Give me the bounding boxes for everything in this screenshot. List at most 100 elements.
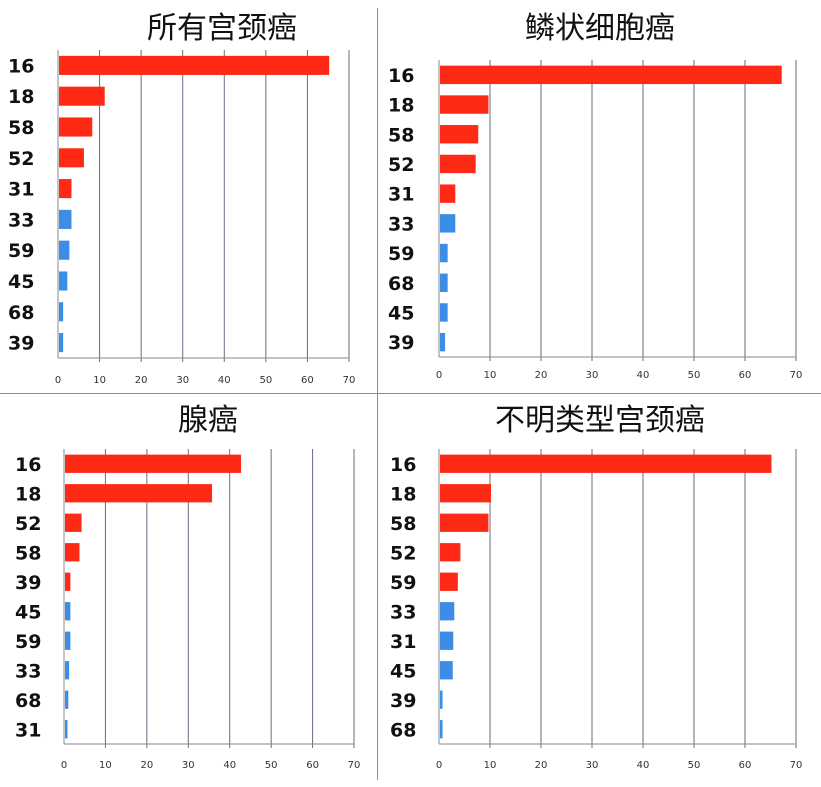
bar: [440, 631, 454, 650]
bar: [65, 454, 242, 473]
bar: [440, 572, 458, 591]
chart-title: 不明类型宫颈癌: [495, 403, 705, 438]
x-tick-label: 60: [739, 760, 752, 771]
x-tick-label: 0: [55, 375, 61, 386]
category-label: 58: [15, 542, 41, 564]
x-tick-label: 50: [688, 370, 701, 381]
bar: [440, 65, 782, 85]
bar: [440, 513, 489, 532]
x-tick-label: 10: [484, 370, 497, 381]
x-tick-label: 40: [218, 375, 231, 386]
category-label: 31: [388, 184, 414, 206]
bar: [65, 602, 71, 621]
category-label: 33: [390, 601, 416, 623]
bar: [65, 661, 70, 680]
x-tick-label: 10: [99, 760, 112, 771]
x-tick-label: 30: [182, 760, 195, 771]
bar: [65, 484, 213, 503]
chart-title: 鳞状细胞癌: [525, 11, 675, 46]
category-label: 59: [388, 243, 414, 265]
bar: [65, 572, 71, 591]
chart-title: 所有宫颈癌: [147, 11, 297, 46]
x-tick-label: 40: [223, 760, 236, 771]
x-tick-label: 30: [176, 375, 189, 386]
category-label: 58: [388, 124, 414, 146]
bar: [65, 543, 80, 562]
x-tick-label: 60: [301, 375, 314, 386]
category-label: 16: [8, 55, 34, 77]
bar: [440, 602, 455, 621]
bar: [440, 303, 448, 322]
chart-panel-all: 所有宫颈癌 0 10 20 30 40 50 60 70 16 18 58 52 31 33 59 45 68 39: [0, 0, 377, 393]
x-tick-label: 50: [688, 760, 701, 771]
bar: [440, 543, 461, 562]
bar: [440, 154, 476, 174]
category-label: 31: [15, 719, 41, 741]
bar: [59, 86, 105, 106]
category-label: 16: [388, 65, 414, 87]
bar: [65, 513, 82, 532]
category-label: 33: [388, 213, 414, 235]
x-tick-label: 20: [135, 375, 148, 386]
x-tick-label: 10: [93, 375, 106, 386]
x-tick-label: 70: [790, 370, 803, 381]
category-label: 18: [8, 86, 34, 108]
chart-squamous: 鳞状细胞癌 0 10 20 30 40 50 60 70 16 18 58 52 31 33 59 68 45 39: [388, 11, 803, 381]
bar: [59, 209, 72, 229]
category-label: 59: [15, 631, 41, 653]
x-tick-label: 0: [61, 760, 67, 771]
category-label: 52: [15, 513, 41, 535]
category-label: 39: [388, 332, 414, 354]
category-label: 68: [8, 302, 34, 324]
chart-unknown-type: 不明类型宫颈癌 0 10 20 30 40 50 60 70 16 18 58 52 59 33 31 45 39…: [390, 403, 803, 771]
category-label: 33: [8, 209, 34, 231]
category-label: 45: [388, 302, 414, 324]
x-tick-label: 0: [436, 370, 442, 381]
category-label: 16: [390, 454, 416, 476]
category-label: 39: [15, 572, 41, 594]
bar: [440, 125, 479, 144]
bar: [440, 243, 448, 263]
category-label: 16: [15, 454, 41, 476]
category-label: 31: [390, 631, 416, 653]
category-label: 58: [8, 117, 34, 139]
category-label: 68: [388, 273, 414, 295]
category-label: 52: [390, 542, 416, 564]
x-tick-label: 40: [637, 760, 650, 771]
category-label: 33: [15, 660, 41, 682]
bar: [440, 484, 491, 503]
category-label: 52: [388, 154, 414, 176]
x-tick-label: 50: [265, 760, 278, 771]
bar: [65, 720, 68, 739]
bar: [440, 273, 448, 292]
horizontal-divider: [0, 393, 821, 394]
bar: [440, 332, 446, 352]
category-label: 45: [8, 271, 34, 293]
x-tick-label: 50: [259, 375, 272, 386]
chart-panel-unknown: 不明类型宫颈癌 0 10 20 30 40 50 60 70 16 18 58 52 59 33 31 45 39…: [378, 394, 821, 787]
x-tick-label: 70: [790, 760, 803, 771]
chart-adenocarcinoma: 腺癌 0 10 20 30 40 50 60 70 16 18 52 58 39 45 59 33 68 31: [15, 403, 361, 771]
x-tick-label: 30: [586, 370, 599, 381]
chart-all-cervical: 所有宫颈癌 0 10 20 30 40 50 60 70 16 18 58 52 31 33 59 45 68 39: [8, 11, 355, 386]
bar: [59, 240, 70, 260]
category-label: 18: [390, 483, 416, 505]
category-label: 52: [8, 148, 34, 170]
category-label: 45: [15, 601, 41, 623]
category-label: 39: [390, 690, 416, 712]
bar: [59, 333, 64, 353]
chart-title: 腺癌: [178, 403, 238, 438]
category-label: 58: [390, 513, 416, 535]
x-tick-label: 20: [535, 370, 548, 381]
x-tick-label: 0: [436, 760, 442, 771]
x-tick-label: 70: [348, 760, 361, 771]
bar: [440, 95, 489, 114]
category-label: 59: [8, 240, 34, 262]
chart-panel-squamous: 鳞状细胞癌 0 10 20 30 40 50 60 70 16 18 58 52 31 33 59 68 45 39: [378, 0, 821, 393]
category-label: 31: [8, 179, 34, 201]
category-label: 45: [390, 660, 416, 682]
bar: [59, 179, 72, 199]
chart-panel-adeno: 腺癌 0 10 20 30 40 50 60 70 16 18 52 58 39 45 59 33 68 31: [0, 394, 377, 787]
x-tick-label: 30: [586, 760, 599, 771]
bar: [440, 454, 772, 473]
